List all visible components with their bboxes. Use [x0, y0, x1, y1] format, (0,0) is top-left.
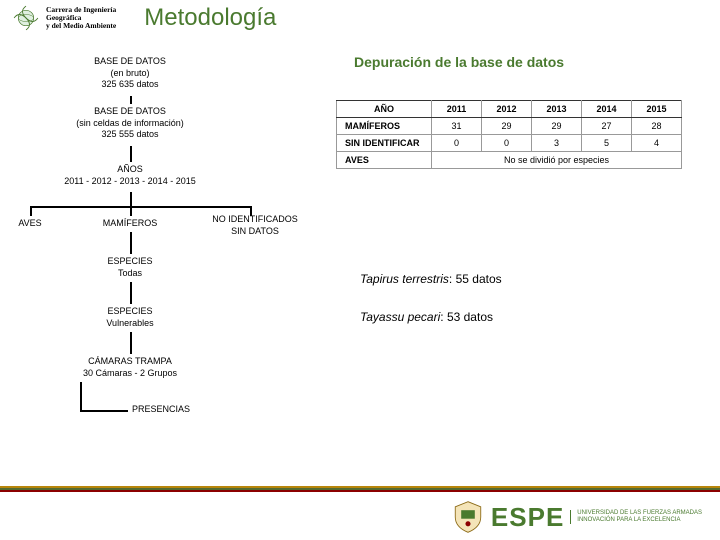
col-2015: 2015 — [632, 101, 682, 118]
institution-name: Carrera de Ingeniería Geográfica y del M… — [46, 6, 116, 31]
flow-label: BASE DE DATOS — [60, 106, 200, 118]
shield-icon — [451, 500, 485, 534]
connector — [130, 232, 132, 254]
cell: 31 — [432, 118, 482, 135]
footer-logo: ESPE UNIVERSIDAD DE LAS FUERZAS ARMADAS … — [451, 500, 702, 534]
brand-sub: UNIVERSIDAD DE LAS FUERZAS ARMADAS INNOV… — [570, 510, 702, 523]
flow-sub: (en bruto) — [60, 68, 200, 80]
species-name: Tapirus terrestris — [360, 272, 449, 286]
col-2011: 2011 — [432, 101, 482, 118]
col-year: AÑO — [337, 101, 432, 118]
species-name: Tayassu pecari — [360, 310, 440, 324]
flow-branch-aves: AVES — [10, 218, 50, 230]
flow-label: BASE DE DATOS — [60, 56, 200, 68]
data-table: AÑO 2011 2012 2013 2014 2015 MAMÍFEROS 3… — [336, 100, 682, 169]
flow-sub: 325 635 datos — [60, 79, 200, 91]
flow-sub: SIN DATOS — [205, 226, 305, 238]
flow-label: ESPECIES — [95, 256, 165, 268]
cell: 0 — [482, 135, 532, 152]
connector — [130, 192, 132, 206]
row-label: AVES — [337, 152, 432, 169]
globe-icon — [12, 4, 40, 32]
flow-label: ESPECIES — [95, 306, 165, 318]
connector — [130, 206, 132, 216]
cell: 4 — [632, 135, 682, 152]
connector — [30, 206, 250, 208]
flow-label: AÑOS — [50, 164, 210, 176]
flow-label: CÁMARAS TRAMPA — [70, 356, 190, 368]
table-row: MAMÍFEROS 31 29 29 27 28 — [337, 118, 682, 135]
brand-name: ESPE — [491, 502, 564, 533]
brand-sub-line: INNOVACIÓN PARA LA EXCELENCIA — [577, 517, 702, 524]
cell: 28 — [632, 118, 682, 135]
table-header-row: AÑO 2011 2012 2013 2014 2015 — [337, 101, 682, 118]
aves-note: No se dividió por especies — [432, 152, 682, 169]
species-count: 55 datos — [456, 272, 502, 286]
connector — [130, 332, 132, 354]
flow-step-cameras: CÁMARAS TRAMPA 30 Cámaras - 2 Grupos — [70, 356, 190, 379]
flow-branch-mamiferos: MAMÍFEROS — [98, 218, 162, 230]
connector — [80, 382, 82, 410]
flow-sub: Todas — [95, 268, 165, 280]
connector — [130, 146, 132, 162]
footer-stripes — [0, 486, 720, 492]
connector — [80, 410, 128, 412]
connector — [130, 96, 132, 104]
connector — [130, 282, 132, 304]
table-row: AVES No se dividió por especies — [337, 152, 682, 169]
table-row: SIN IDENTIFICAR 0 0 3 5 4 — [337, 135, 682, 152]
cell: 29 — [482, 118, 532, 135]
flow-sub: 325 555 datos — [60, 129, 200, 141]
cell: 3 — [532, 135, 582, 152]
species-tapirus: Tapirus terrestris: 55 datos — [360, 272, 502, 286]
footer: ESPE UNIVERSIDAD DE LAS FUERZAS ARMADAS … — [0, 486, 720, 540]
cell: 5 — [582, 135, 632, 152]
species-tayassu: Tayassu pecari: 53 datos — [360, 310, 493, 324]
flow-step-presencias: PRESENCIAS — [132, 404, 212, 416]
row-label: MAMÍFEROS — [337, 118, 432, 135]
flow-step-species-all: ESPECIES Todas — [95, 256, 165, 279]
page-title: Metodología — [144, 4, 276, 32]
cell: 0 — [432, 135, 482, 152]
col-2012: 2012 — [482, 101, 532, 118]
cell: 27 — [582, 118, 632, 135]
col-2013: 2013 — [532, 101, 582, 118]
species-count: 53 datos — [447, 310, 493, 324]
flow-sub: NO IDENTIFICADOS — [205, 214, 305, 226]
row-label: SIN IDENTIFICAR — [337, 135, 432, 152]
flow-sub: 30 Cámaras - 2 Grupos — [70, 368, 190, 380]
brand-sub-line: UNIVERSIDAD DE LAS FUERZAS ARMADAS — [577, 510, 702, 517]
flow-step-clean-db: BASE DE DATOS (sin celdas de información… — [60, 106, 200, 141]
header: Carrera de Ingeniería Geográfica y del M… — [0, 0, 720, 36]
flow-step-raw-db: BASE DE DATOS (en bruto) 325 635 datos — [60, 56, 200, 91]
flow-sub: Vulnerables — [95, 318, 165, 330]
col-2014: 2014 — [582, 101, 632, 118]
institution-line: y del Medio Ambiente — [46, 22, 116, 30]
section-title: Depuración de la base de datos — [354, 54, 564, 70]
flow-step-years: AÑOS 2011 - 2012 - 2013 - 2014 - 2015 — [50, 164, 210, 187]
connector — [30, 206, 32, 216]
flow-sub: 2011 - 2012 - 2013 - 2014 - 2015 — [50, 176, 210, 188]
cell: 29 — [532, 118, 582, 135]
flow-step-species-vuln: ESPECIES Vulnerables — [95, 306, 165, 329]
flow-sub: (sin celdas de información) — [60, 118, 200, 130]
flow-branch-noident: NO IDENTIFICADOS SIN DATOS — [205, 214, 305, 237]
